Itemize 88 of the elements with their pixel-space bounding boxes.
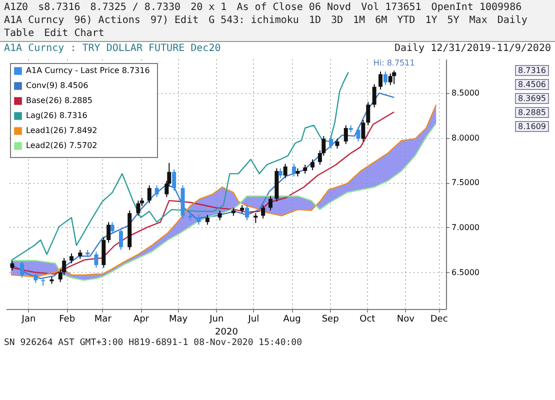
- candlestick: [344, 124, 348, 145]
- text: 8.7325 / 8.7330: [90, 2, 181, 13]
- y-tick-label: 7.0000: [452, 222, 480, 232]
- text: 8.4506: [515, 79, 549, 90]
- candlestick: [147, 184, 152, 204]
- text: 8.2885: [515, 107, 549, 118]
- text: 8.3695: [515, 93, 549, 104]
- candlestick: [110, 222, 114, 234]
- x-tick-label: Jul: [247, 314, 260, 324]
- text: Table: [4, 28, 34, 39]
- candlestick: [10, 260, 14, 271]
- candlestick: [245, 204, 250, 221]
- candlestick: [118, 228, 123, 250]
- y-tick-label: 7.5000: [452, 178, 480, 188]
- text: Edit Chart: [44, 28, 104, 39]
- text: 5Y: [447, 15, 460, 26]
- candlestick: [20, 261, 24, 278]
- text: Vol 173651: [361, 2, 422, 13]
- candlestick: [136, 200, 140, 216]
- candlestick: [283, 163, 288, 179]
- legend-label: Base(26) 8.2885: [26, 96, 92, 105]
- candlestick: [94, 251, 98, 268]
- text: 3D: [330, 15, 344, 26]
- text: 8.7316: [515, 65, 549, 76]
- text: s8.7316: [38, 2, 80, 13]
- candlestick: [218, 210, 222, 221]
- text: As of Close 06 Novd: [236, 2, 352, 13]
- legend-label: Lead1(26) 7.8492: [26, 126, 98, 135]
- candlestick: [388, 72, 392, 86]
- y-tick-label: 8.0000: [452, 133, 480, 142]
- x-tick-label: Apr: [133, 314, 150, 324]
- legend-label: Lead2(26) 7.5702: [26, 141, 98, 150]
- text: OpenInt 1009986: [431, 2, 522, 13]
- text: A1Z0: [4, 2, 28, 13]
- x-tick-label: Dec: [430, 314, 448, 324]
- legend-label: Lag(26) 8.7316: [26, 111, 88, 120]
- candlestick: [329, 136, 334, 150]
- x-tick-label: Aug: [283, 314, 301, 324]
- candlestick: [310, 158, 315, 171]
- text: YTD: [397, 15, 416, 26]
- candlestick: [383, 71, 388, 86]
- text: 20 x 1: [190, 2, 227, 13]
- candlestick: [70, 252, 74, 264]
- candlestick: [268, 196, 272, 211]
- candlestick: [261, 204, 266, 219]
- legend-label: A1A Curncy - Last Price 8.7316: [26, 66, 150, 75]
- candlestick: [372, 84, 376, 108]
- chart-title: A1A Curncy : TRY DOLLAR FUTURE Dec20: [4, 43, 221, 54]
- y-tick-label: 8.5000: [452, 88, 480, 98]
- candlestick: [106, 222, 111, 244]
- candlestick: [172, 168, 176, 192]
- x-axis-title: 2020: [215, 328, 238, 338]
- annotation: Hi: 8.7511: [373, 58, 415, 68]
- candlestick: [366, 102, 370, 126]
- candlestick: [34, 272, 38, 284]
- text: A1A Curncy: [4, 15, 64, 26]
- text: G 543: ichimoku: [208, 15, 299, 26]
- candlestick: [335, 138, 340, 150]
- candlestick: [356, 126, 360, 142]
- x-tick-label: May: [168, 314, 188, 324]
- text: Daily: [497, 15, 528, 26]
- text: 96) Actions: [74, 15, 140, 26]
- y-tick-label: 6.5000: [452, 268, 480, 277]
- text: 1M: [353, 15, 366, 26]
- text: 8.1609: [515, 121, 549, 132]
- text: 6M: [375, 15, 388, 26]
- x-tick-label: Mar: [94, 314, 112, 324]
- text: 97) Edit: [150, 15, 199, 26]
- candlestick: [196, 214, 201, 226]
- candlestick: [205, 214, 210, 226]
- text: Max: [469, 15, 488, 26]
- candlestick: [278, 168, 282, 179]
- text: Daily 12/31/2019-11/9/2020: [394, 43, 551, 54]
- text: SN 926264 AST GMT+3:00 H819-6891-1 08-Nov-2020 15:40:00: [4, 338, 302, 348]
- x-tick-label: Oct: [360, 314, 376, 324]
- candlestick: [154, 184, 159, 198]
- candlestick: [378, 71, 382, 90]
- candlestick: [392, 70, 396, 85]
- legend-label: Conv(9) 8.4506: [26, 81, 88, 90]
- candlestick: [292, 163, 296, 177]
- x-tick-label: Feb: [59, 314, 76, 324]
- x-tick-label: Jun: [208, 314, 224, 324]
- candlestick: [361, 119, 366, 142]
- text: 1Y: [425, 15, 438, 26]
- x-tick-label: Sep: [322, 314, 340, 324]
- x-tick-label: Jan: [20, 314, 36, 324]
- x-tick-label: Nov: [396, 314, 416, 324]
- text: 1D: [308, 15, 321, 26]
